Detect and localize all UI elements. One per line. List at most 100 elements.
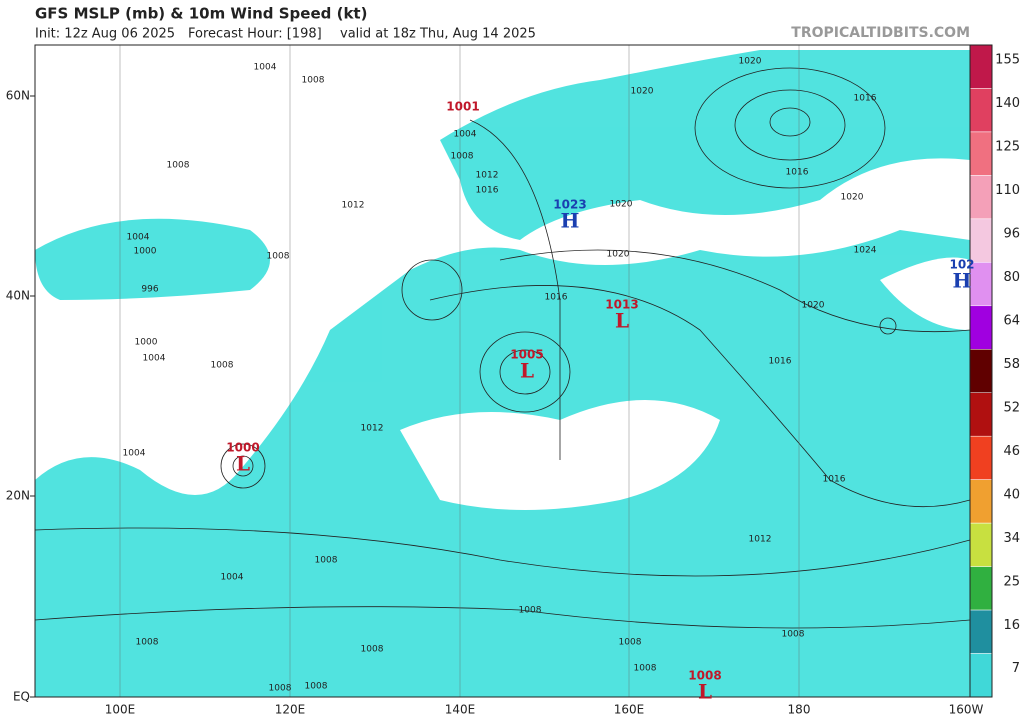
isobar-label: 1008: [302, 76, 325, 86]
pressure-center: L: [236, 452, 250, 476]
pressure-center: L: [615, 309, 629, 333]
isobars: [34, 67, 971, 629]
isobar: [479, 331, 571, 413]
wind-area: [440, 50, 970, 240]
isobar-label: 1008: [361, 645, 384, 655]
colorbar-segment: [969, 218, 993, 263]
isobar: [429, 285, 971, 508]
colorbar: 155 140 125 110 96 80 64 58 52 46 40 34 25 16 7: [969, 44, 1020, 698]
isobar-label: 1012: [361, 424, 384, 434]
colorbar-label: 52: [1003, 400, 1020, 415]
colorbar-label: 64: [1003, 314, 1020, 329]
colorbar-segment: [969, 522, 993, 567]
isobar-label: 1016: [786, 168, 809, 178]
isobar-label: 1004: [143, 354, 166, 364]
isobar-label: 1020: [607, 250, 630, 260]
title: GFS MSLP (mb) & 10m Wind Speed (kt): [35, 5, 367, 23]
colorbar-label: 96: [1003, 227, 1020, 242]
pressure-center: L: [698, 680, 712, 704]
isobar-label: 1020: [802, 301, 825, 311]
isobar-label: 1016: [854, 94, 877, 104]
lon-label: 180: [788, 703, 811, 717]
isobar-label: 1008: [619, 638, 642, 648]
colorbar-segment: [969, 479, 993, 524]
pressure-center: L: [520, 359, 534, 383]
isobar-label: 1008: [315, 556, 338, 566]
lon-label: 100E: [105, 703, 136, 717]
colorbar-segment: [969, 131, 993, 176]
credit: TROPICALTIDBITS.COM: [791, 25, 970, 41]
lon-label: 160E: [614, 703, 645, 717]
isobar-label: 1008: [269, 684, 292, 694]
colorbar-label: 155: [995, 53, 1020, 68]
colorbar-label: 25: [1003, 574, 1020, 589]
pressure-center: H: [561, 209, 580, 233]
pressure-value: 1001: [446, 100, 479, 114]
isobar: [694, 67, 886, 189]
graticule: [119, 45, 800, 697]
colorbar-label: 58: [1003, 357, 1020, 372]
isobar-label: 1016: [545, 293, 568, 303]
isobar-label: 1008: [451, 152, 474, 162]
isobar: [499, 349, 551, 395]
isobar-label: 1008: [634, 664, 657, 674]
pressure-value: 1013: [605, 298, 638, 312]
init: Init: 12z Aug 06 2025: [35, 27, 175, 42]
isobar: [879, 317, 897, 335]
colorbar-frame: [969, 44, 993, 698]
colorbar-segment: [969, 175, 993, 220]
isobar: [769, 107, 811, 137]
colorbar-label: 80: [1003, 270, 1020, 285]
land-calm: [35, 50, 380, 230]
colorbar-segment: [969, 305, 993, 350]
colorbar-label: 16: [1003, 618, 1020, 633]
colorbar-segment: [969, 44, 993, 89]
isobar-label: 1016: [823, 475, 846, 485]
colorbar-segment: [969, 653, 993, 698]
colorbar-label: 140: [995, 96, 1020, 111]
lon-label: 120E: [275, 703, 306, 717]
isobar: [220, 443, 266, 489]
isobar-label: 1008: [519, 606, 542, 616]
isobar-label: 1004: [127, 233, 150, 243]
isobar: [401, 259, 463, 321]
isobar-label: 1004: [454, 130, 477, 140]
isobar-label: 1008: [782, 630, 805, 640]
isobar-label: 1020: [841, 193, 864, 203]
colorbar-segment: [969, 435, 993, 480]
isobar-label: 1008: [305, 682, 328, 692]
isobar-label: 996: [141, 285, 158, 295]
colorbar-label: 40: [1003, 487, 1020, 502]
pressure-value: 102: [949, 258, 974, 272]
colorbar-segment: [969, 349, 993, 393]
isobar: [499, 249, 971, 332]
isobar-label: 1024: [854, 246, 877, 256]
colorbar-label: 7: [1012, 661, 1020, 676]
isobar-label: 1016: [476, 186, 499, 196]
labels: 60N 40N 20N EQ 100E 120E 140E 160E 180 160W 1004 10…: [6, 57, 984, 717]
colorbar-segment: [969, 392, 993, 437]
isobar: [34, 606, 971, 629]
colorbar-label: 125: [995, 140, 1020, 155]
lat-label: 40N: [6, 289, 30, 303]
isobar-label: 1004: [123, 449, 146, 459]
isobar: [34, 527, 971, 577]
colorbar-label: 110: [995, 183, 1020, 198]
isobar-label: 1020: [631, 87, 654, 97]
isobar-label: 1020: [739, 57, 762, 67]
lat-label: EQ: [13, 690, 30, 704]
isobar-label: 1004: [221, 573, 244, 583]
calm-areas: [35, 50, 970, 510]
isobar-label: 1020: [610, 200, 633, 210]
pressure-center: H: [953, 269, 972, 293]
pressure-value: 1023: [553, 198, 586, 212]
lat-label: 60N: [6, 89, 30, 103]
lon-label: 160W: [949, 703, 984, 717]
wind-area: [35, 218, 270, 300]
isobar-label: 1016: [769, 357, 792, 367]
pressure-value: 1008: [688, 669, 721, 683]
pressure-value: 1005: [510, 348, 543, 362]
isobar-label: 1012: [476, 171, 499, 181]
colorbar-label: 46: [1003, 444, 1020, 459]
